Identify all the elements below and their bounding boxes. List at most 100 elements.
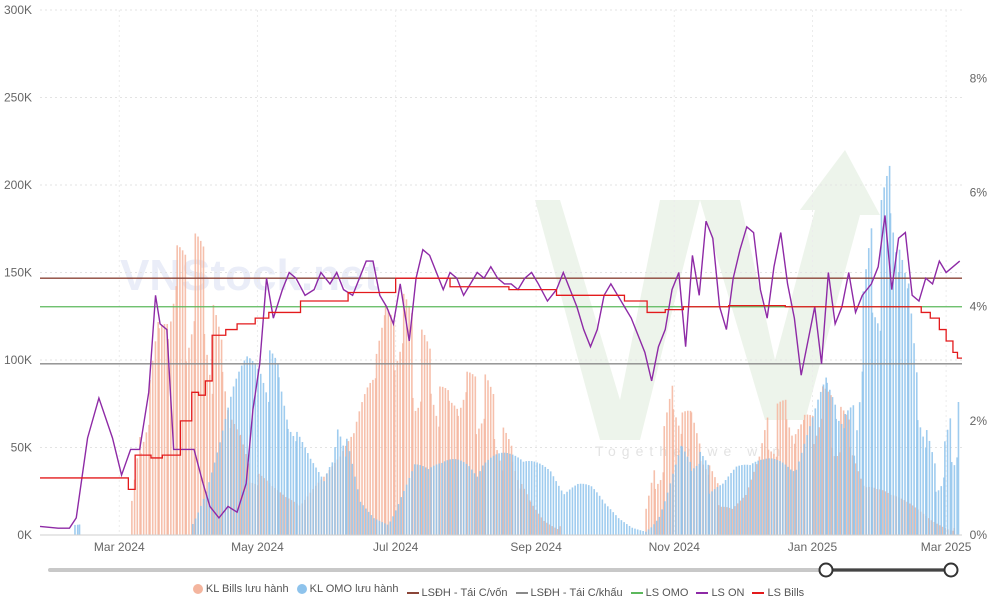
bar	[559, 526, 561, 535]
legend-item[interactable]: LS OMO	[630, 587, 688, 599]
bar	[393, 370, 396, 535]
legend-item[interactable]: LSĐH - Tái C/khấu	[515, 587, 623, 599]
line-series-6	[40, 277, 962, 490]
bar	[356, 489, 359, 535]
bar	[755, 464, 758, 535]
bar	[689, 461, 692, 535]
bar	[211, 472, 213, 535]
bar	[438, 463, 441, 535]
bar	[574, 485, 576, 535]
legend-item[interactable]: LS ON	[696, 587, 744, 599]
bar	[206, 354, 208, 535]
legend-label: LSĐH - Tái C/khấu	[530, 587, 623, 599]
legend-swatch	[752, 592, 765, 594]
range-slider-end-handle[interactable]	[943, 562, 959, 578]
bar	[645, 531, 647, 535]
bar	[419, 465, 422, 535]
bar	[298, 436, 301, 535]
bar	[296, 431, 298, 535]
bar	[433, 465, 435, 535]
bar	[935, 491, 937, 535]
bar	[478, 428, 480, 535]
bar	[658, 516, 661, 535]
range-slider[interactable]	[48, 562, 959, 578]
bar	[184, 254, 187, 535]
legend-item[interactable]: KL OMO lưu hành	[296, 583, 399, 595]
bar	[568, 489, 571, 535]
bar	[593, 489, 595, 535]
bar	[704, 460, 707, 535]
bar	[847, 410, 849, 535]
legend-item[interactable]: LSĐH - Tái C/vốn	[406, 587, 508, 599]
bar	[937, 490, 940, 535]
bar	[790, 469, 792, 535]
x-tick-label: Mar 2024	[94, 540, 145, 554]
bar	[194, 233, 197, 536]
bar	[779, 461, 781, 535]
watermark-logo-left	[535, 200, 700, 440]
bar	[457, 459, 460, 535]
bar	[884, 491, 887, 535]
range-slider-start-handle[interactable]	[818, 562, 834, 578]
bar	[366, 387, 369, 535]
bar	[456, 408, 458, 535]
bar	[471, 469, 473, 535]
bar	[211, 393, 214, 535]
bar	[615, 515, 617, 535]
bar	[735, 466, 738, 535]
bar	[348, 451, 351, 535]
bars	[74, 165, 960, 536]
bar	[373, 518, 375, 535]
bar	[199, 240, 202, 535]
y-right-tick-label: 6%	[970, 186, 988, 200]
y-left-tick-label: 250K	[4, 91, 32, 105]
bar	[825, 377, 827, 535]
bar	[888, 165, 891, 535]
bar	[157, 321, 159, 535]
bar	[666, 412, 668, 535]
bar	[730, 473, 732, 535]
bar	[500, 452, 503, 535]
bar	[487, 459, 489, 535]
bar	[374, 378, 377, 535]
bar	[606, 506, 609, 535]
bar	[528, 460, 530, 535]
bar	[139, 437, 141, 535]
bar	[768, 458, 770, 535]
legend-item[interactable]: KL Bills lưu hành	[192, 583, 289, 595]
bar	[723, 506, 725, 535]
bar	[906, 288, 909, 535]
bar	[628, 525, 631, 535]
bar	[530, 461, 533, 535]
bar	[365, 508, 367, 535]
bar	[604, 503, 606, 535]
bar	[938, 525, 941, 535]
bar	[645, 508, 647, 535]
bar	[822, 384, 825, 535]
y-right-tick-label: 2%	[970, 414, 988, 428]
bar	[910, 313, 913, 535]
bar	[806, 435, 808, 535]
bar	[317, 472, 320, 535]
bar	[881, 490, 884, 535]
bar	[517, 457, 519, 535]
legend-item[interactable]: LS Bills	[752, 587, 804, 599]
bar	[552, 476, 555, 535]
bar	[861, 371, 864, 535]
bar	[897, 272, 900, 535]
bar	[208, 482, 210, 535]
bar	[663, 426, 666, 535]
bar	[390, 314, 392, 535]
bar	[285, 497, 287, 535]
bar	[172, 303, 175, 535]
bar	[175, 286, 178, 535]
bar	[551, 526, 554, 535]
bar	[556, 529, 559, 535]
bar	[312, 463, 315, 535]
bar	[943, 477, 945, 535]
x-tick-label: Nov 2024	[649, 540, 701, 554]
bar-series-1	[74, 165, 960, 536]
bar	[309, 458, 312, 535]
bar	[381, 522, 383, 535]
bar	[480, 423, 483, 535]
